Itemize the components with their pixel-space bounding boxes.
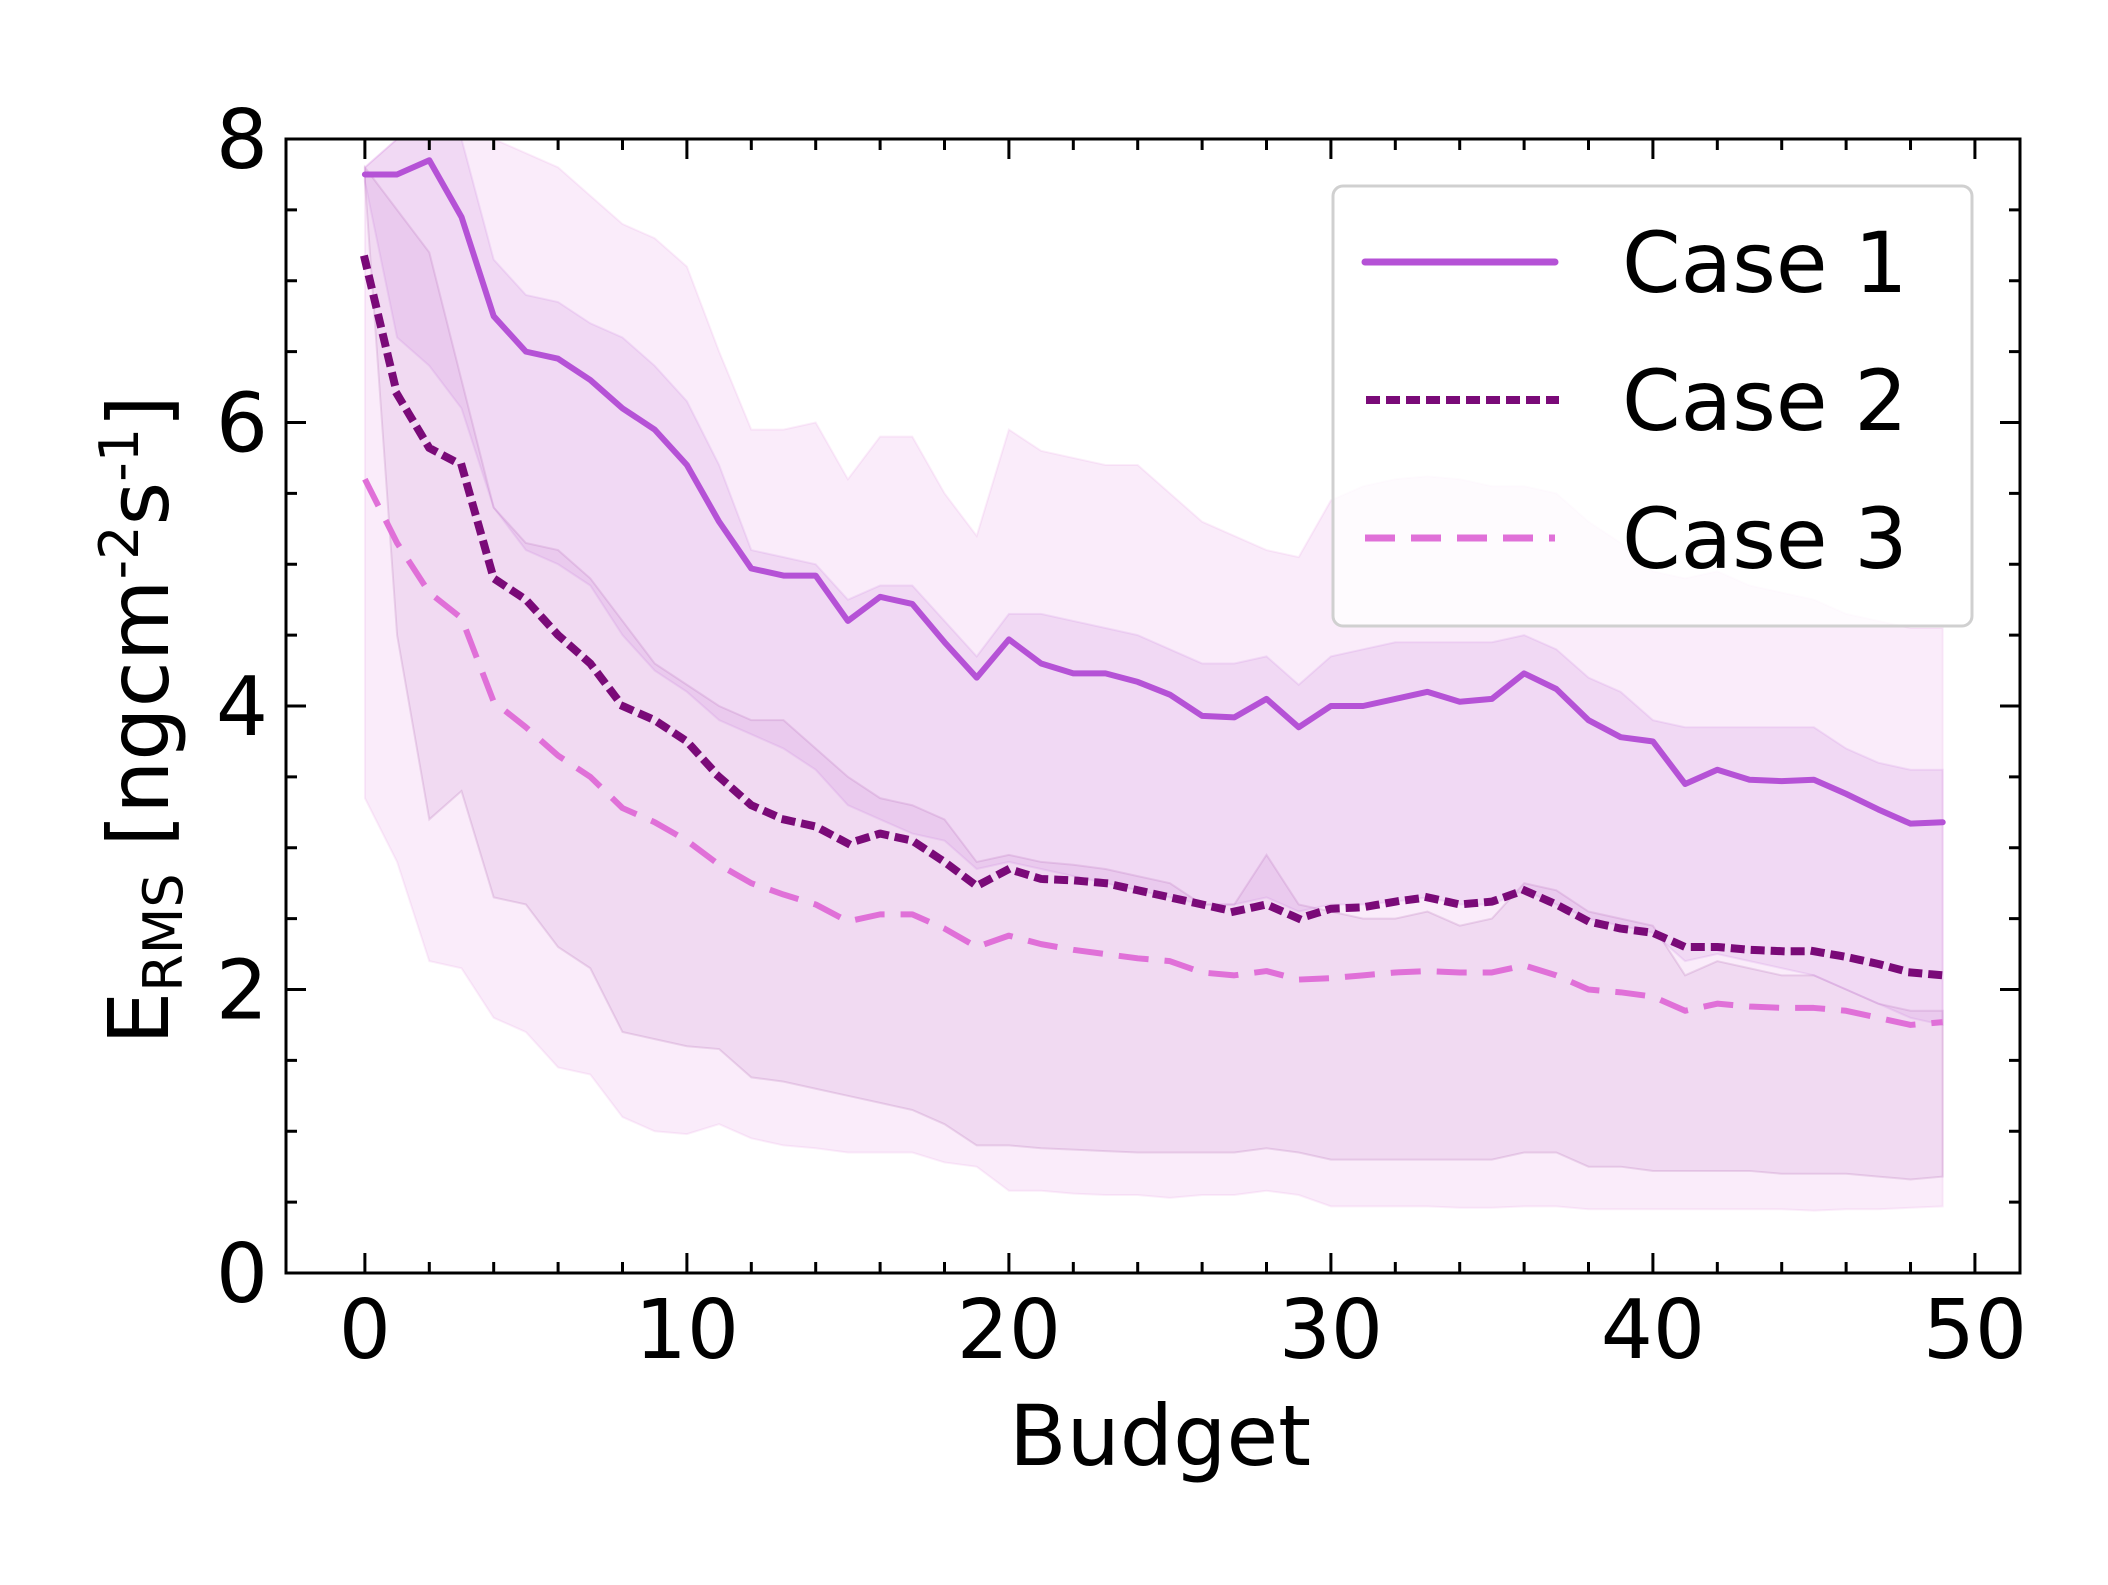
axis-ticks (286, 137, 2020, 1275)
x-tick-label: 10 (635, 1283, 739, 1378)
y-label-unit-pre: [ngcm (90, 579, 188, 873)
line-case-1 (361, 157, 1946, 827)
legend-label-case-3: Case 3 (1622, 490, 1908, 588)
x-tick-labels: 0 10 20 30 40 50 (339, 1283, 2027, 1378)
band-case-2 (363, 164, 1944, 1181)
line-case-2 (360, 254, 1948, 980)
series-lines (360, 157, 1948, 1028)
y-label-sup2: -1 (88, 428, 151, 482)
y-tick-label: 8 (216, 93, 268, 188)
y-axis-label: ERMS [ngcm-2s-1] (88, 395, 195, 1045)
y-tick-label: 4 (216, 660, 268, 755)
line-case-3 (362, 477, 1943, 1028)
legend-label-case-1: Case 1 (1622, 214, 1908, 312)
x-tick-label: 30 (1279, 1283, 1383, 1378)
legend-label-case-2: Case 2 (1622, 352, 1908, 450)
y-tick-labels: 0 2 4 6 8 (216, 93, 268, 1322)
y-label-sup1: -2 (88, 526, 151, 580)
x-tick-label: 20 (957, 1283, 1061, 1378)
y-tick-label: 0 (216, 1227, 268, 1322)
y-tick-label: 6 (216, 377, 268, 472)
x-tick-label: 50 (1923, 1283, 2027, 1378)
y-label-unit-post: ] (90, 395, 188, 428)
y-label-sub: RMS (132, 873, 195, 991)
x-tick-label: 40 (1601, 1283, 1705, 1378)
y-tick-label: 2 (216, 944, 268, 1039)
legend-box (1331, 184, 1974, 628)
legend: Case 1 Case 2 Case 3 (1331, 184, 1974, 628)
y-label-main: E (90, 992, 188, 1045)
x-axis-label: Budget (1009, 1387, 1311, 1485)
x-tick-label: 0 (339, 1283, 391, 1378)
y-label-mid: s (90, 482, 188, 526)
band-case-3 (363, 138, 1944, 1212)
